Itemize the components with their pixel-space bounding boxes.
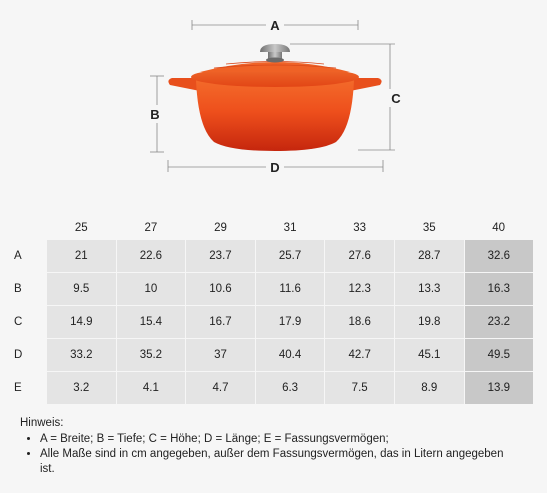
column-header: 40 xyxy=(492,222,505,234)
dimension-label-a: A xyxy=(270,18,280,33)
table-cell: 23.7 xyxy=(185,240,256,273)
table-cell-highlight: 49.5 xyxy=(463,338,534,372)
table-cell: 27.6 xyxy=(324,240,395,273)
left-handle xyxy=(168,78,200,91)
table-cell: 15.4 xyxy=(115,305,186,339)
cookware-dimension-diagram: A B C D xyxy=(150,18,401,175)
notes-title: Hinweis: xyxy=(20,417,64,429)
table-cell: 16.7 xyxy=(185,305,256,339)
row-header: C xyxy=(14,316,23,328)
table-cell: 17.9 xyxy=(254,305,325,339)
table-cell: 19.8 xyxy=(393,305,465,339)
lid-knob xyxy=(260,44,290,63)
column-header: 27 xyxy=(144,222,158,234)
column-header: 31 xyxy=(283,222,297,234)
column-header: 29 xyxy=(214,222,227,234)
table-cell: 25.7 xyxy=(254,240,325,273)
table-cell: 10 xyxy=(115,272,186,306)
notes-section: Hinweis: A = Breite; B = Tiefe; C = Höhe… xyxy=(20,416,520,477)
table-cell: 37 xyxy=(185,338,256,372)
table-row: E 3.2 4.1 4.7 6.3 7.5 8.9 13.9 xyxy=(8,371,534,404)
pot-body xyxy=(196,80,354,151)
table-cell: 40.4 xyxy=(254,338,325,372)
row-header: E xyxy=(14,381,22,394)
table-header-row: 25 27 29 31 33 35 40 xyxy=(8,216,533,240)
row-header: A xyxy=(14,250,22,263)
table-cell: 11.6 xyxy=(254,272,325,306)
table-cell: 4.7 xyxy=(185,371,256,404)
column-header: 35 xyxy=(422,222,436,234)
table-cell-highlight: 16.3 xyxy=(463,272,534,306)
row-header: D xyxy=(14,349,23,361)
table-cell-highlight: 32.6 xyxy=(463,240,534,273)
column-header: 33 xyxy=(353,222,367,234)
table-cell: 21 xyxy=(46,240,117,273)
table-cell: 8.9 xyxy=(393,371,465,404)
table-cell: 14.9 xyxy=(46,305,117,339)
table-cell: 35.2 xyxy=(115,338,186,372)
table-cell: 4.1 xyxy=(115,371,186,404)
table-cell-highlight: 23.2 xyxy=(463,305,534,339)
table-cell: 28.7 xyxy=(393,240,465,273)
corner-cell xyxy=(8,216,47,240)
table-cell: 3.2 xyxy=(46,371,117,404)
size-table: 25 27 29 31 33 35 40 A 21 22.6 23.7 25.7… xyxy=(8,216,534,404)
table-cell: 6.3 xyxy=(254,371,325,404)
table-cell: 9.5 xyxy=(46,272,117,306)
table-row: B 9.5 10 10.6 11.6 12.3 13.3 16.3 xyxy=(8,272,534,306)
table-row: C 14.9 15.4 16.7 17.9 18.6 19.8 23.2 xyxy=(8,305,534,339)
table-cell: 45.1 xyxy=(393,338,465,372)
table-cell: 10.6 xyxy=(185,272,256,306)
dimension-label-b: B xyxy=(150,107,159,122)
dimension-label-c: C xyxy=(391,91,401,106)
note-item: A = Breite; B = Tiefe; C = Höhe; D = Län… xyxy=(40,432,520,447)
table-cell: 33.2 xyxy=(46,338,117,372)
column-header: 25 xyxy=(74,222,88,234)
table-cell: 42.7 xyxy=(324,338,395,372)
table-cell: 7.5 xyxy=(324,371,395,404)
table-cell: 12.3 xyxy=(324,272,395,306)
table-cell: 13.3 xyxy=(393,272,465,306)
table-cell: 22.6 xyxy=(115,240,186,273)
notes-list: A = Breite; B = Tiefe; C = Höhe; D = Län… xyxy=(20,432,520,477)
right-handle xyxy=(350,78,382,91)
table-cell: 18.6 xyxy=(324,305,395,339)
note-item: Alle Maße sind in cm angegeben, außer de… xyxy=(40,447,520,477)
table-row: D 33.2 35.2 37 40.4 42.7 45.1 49.5 xyxy=(8,338,534,372)
table-cell-highlight: 13.9 xyxy=(463,371,534,404)
dimension-lines xyxy=(150,20,395,172)
table-row: A 21 22.6 23.7 25.7 27.6 28.7 32.6 xyxy=(8,240,534,273)
row-header: B xyxy=(14,283,22,295)
dimension-label-d: D xyxy=(270,160,279,175)
